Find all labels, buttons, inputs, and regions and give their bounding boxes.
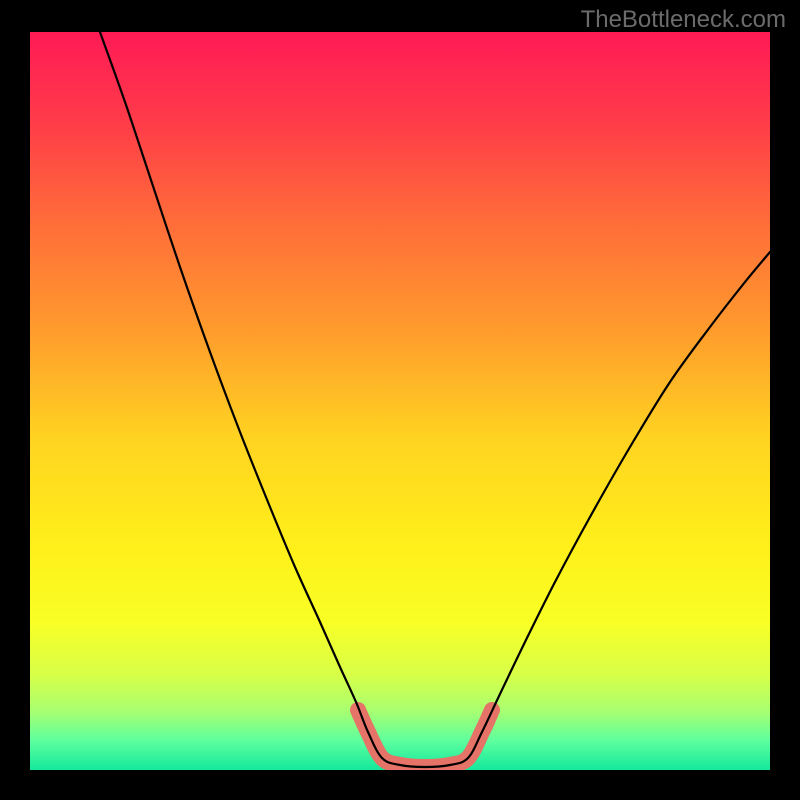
watermark-text: TheBottleneck.com [581,6,786,34]
bottleneck-chart [30,32,770,770]
chart-svg [30,32,770,770]
